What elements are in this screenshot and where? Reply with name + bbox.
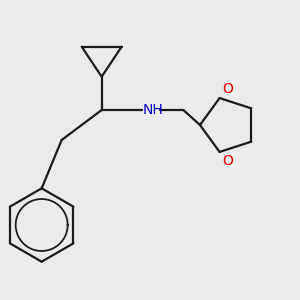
Text: O: O bbox=[222, 154, 233, 168]
Text: NH: NH bbox=[143, 103, 164, 117]
Text: O: O bbox=[222, 82, 233, 96]
